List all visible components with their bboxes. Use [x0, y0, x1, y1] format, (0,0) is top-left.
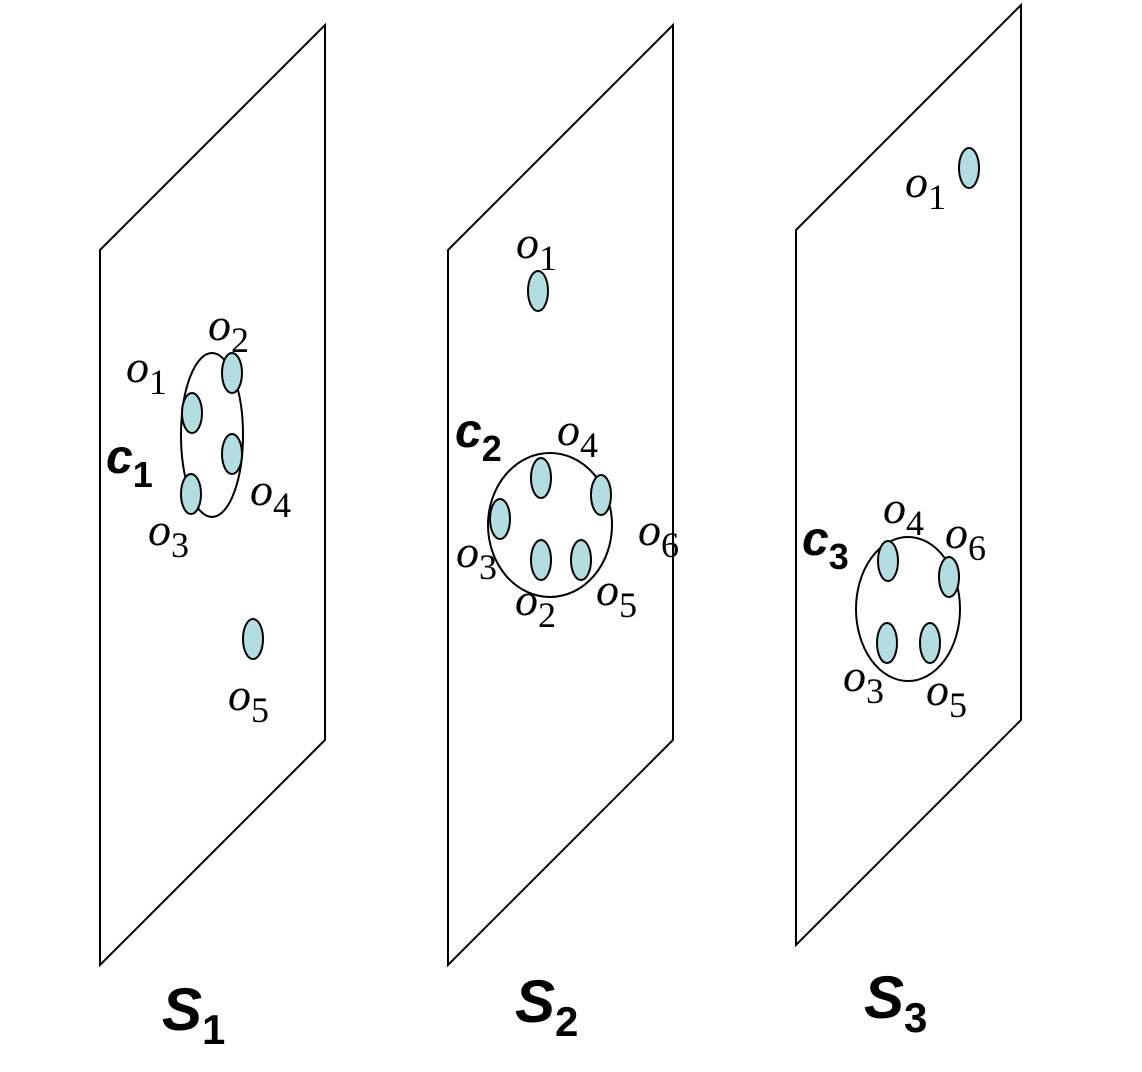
snapshot-2: o1 o2 o3 o4 o5 o6 c2 S2	[447, 22, 679, 1045]
snapshot-2-object-o2	[530, 539, 552, 581]
snapshot-3: o1 o3 o4 o5 o6 c3 S3	[795, 2, 1022, 1041]
snapshot-1-label-o5: o5	[228, 669, 269, 730]
snapshot-1-label: S1	[162, 976, 225, 1053]
snapshot-2-object-o5	[570, 539, 592, 581]
snapshot-3-object-o3	[876, 622, 898, 664]
snapshot-3-object-o5	[919, 622, 941, 664]
snapshot-3-label-o5: o5	[926, 664, 967, 725]
snapshot-2-label-o1: o1	[516, 217, 557, 278]
cluster-2-label: c2	[455, 405, 502, 469]
snapshot-3-label-o6: o6	[945, 507, 986, 568]
snapshot-2-plane	[447, 22, 674, 968]
snapshot-1-object-o3	[180, 473, 202, 515]
snapshot-3-plane	[795, 2, 1022, 948]
snapshot-1-object-o1	[181, 392, 203, 434]
snapshot-3-label: S3	[864, 964, 927, 1041]
snapshot-3-object-o4	[877, 540, 899, 582]
snapshot-1-object-o4	[221, 433, 243, 475]
snapshot-2-object-o3	[489, 498, 511, 540]
snapshot-2-label-o5: o5	[596, 564, 637, 625]
cluster-3-ring	[855, 536, 961, 682]
snapshot-1: o1 o2 o3 o4 o5 c1 S1	[99, 22, 326, 1053]
snapshot-2-object-o4	[530, 457, 552, 499]
snapshot-1-label-o3: o3	[148, 504, 189, 565]
snapshot-3-object-o6	[938, 556, 960, 598]
snapshot-2-object-o1	[527, 270, 549, 312]
snapshot-2-object-o6	[590, 474, 612, 516]
snapshot-2-label-o6: o6	[638, 504, 679, 565]
snapshot-3-label-o3: o3	[843, 650, 884, 711]
cluster-2-ring	[487, 452, 613, 598]
cluster-1-label: c1	[106, 431, 153, 495]
cluster-1-ring	[180, 352, 244, 518]
snapshot-3-label-o4: o4	[883, 482, 924, 543]
snapshot-1-label-o1: o1	[126, 341, 167, 402]
snapshot-1-label-o2: o2	[208, 299, 249, 360]
snapshot-2-label: S2	[515, 968, 578, 1045]
snapshot-1-label-o4: o4	[250, 464, 291, 525]
snapshot-2-label-o2: o2	[515, 574, 556, 635]
cluster-3-label: c3	[802, 513, 849, 577]
snapshot-1-object-o2	[221, 352, 243, 394]
snapshot-1-object-o5	[242, 618, 264, 660]
snapshot-1-plane	[99, 22, 326, 968]
snapshot-2-label-o4: o4	[557, 404, 598, 465]
snapshot-2-label-o3: o3	[456, 526, 497, 587]
snapshot-3-object-o1	[958, 147, 980, 189]
snapshot-3-label-o1: o1	[905, 156, 946, 217]
